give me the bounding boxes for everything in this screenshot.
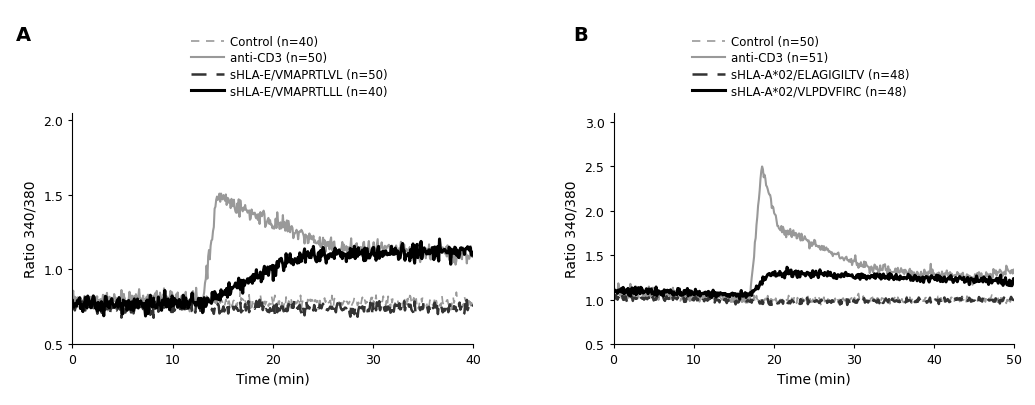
X-axis label: Time (min): Time (min) [236, 372, 309, 386]
Y-axis label: Ratio 340/380: Ratio 340/380 [24, 180, 38, 277]
Y-axis label: Ratio 340/380: Ratio 340/380 [565, 180, 579, 277]
Legend: Control (n=50), anti-CD3 (n=51), sHLA-A*02/ELAGIGILTV (n=48), sHLA-A*02/VLPDVFIR: Control (n=50), anti-CD3 (n=51), sHLA-A*… [691, 36, 909, 98]
Text: B: B [573, 26, 588, 45]
X-axis label: Time (min): Time (min) [777, 372, 851, 386]
Legend: Control (n=40), anti-CD3 (n=50), sHLA-E/VMAPRTLVL (n=50), sHLA-E/VMAPRTLLL (n=40: Control (n=40), anti-CD3 (n=50), sHLA-E/… [190, 36, 387, 98]
Text: A: A [17, 26, 31, 45]
